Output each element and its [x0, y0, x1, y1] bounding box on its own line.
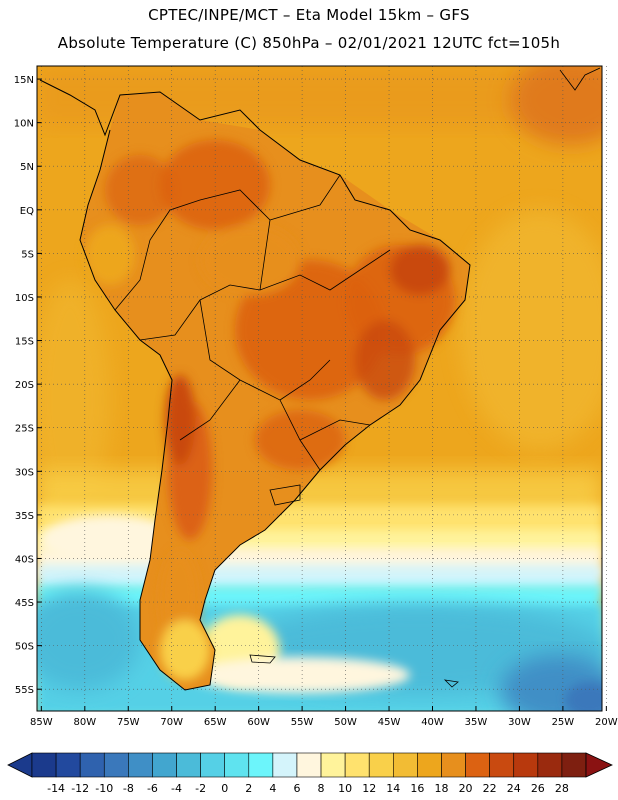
map-title-line1: CPTEC/INPE/MCT – Eta Model 15km – GFS — [148, 6, 470, 24]
lon-label: 20W — [595, 717, 618, 728]
lon-label: 65W — [204, 717, 227, 728]
lon-label: 85W — [30, 717, 53, 728]
legend-color-box — [465, 752, 490, 778]
lat-label: EQ — [20, 206, 34, 217]
legend-color-box — [296, 752, 322, 778]
legend-tick-label: 16 — [410, 782, 424, 795]
legend-tick-label: 24 — [507, 782, 521, 795]
legend-color-box — [537, 752, 563, 778]
lat-label: 30S — [15, 467, 34, 478]
legend-color-box — [417, 752, 442, 778]
lon-label: 80W — [73, 717, 96, 728]
map-title-line2: Absolute Temperature (C) 850hPa – 02/01/… — [57, 34, 561, 52]
lat-label: 55S — [15, 685, 34, 696]
legend-tick-label: 28 — [555, 782, 569, 795]
lat-label: 45S — [15, 598, 34, 609]
lon-label: 55W — [291, 717, 314, 728]
lon-label: 40W — [421, 717, 444, 728]
lat-label: 15S — [15, 337, 34, 348]
legend-tick-label: 26 — [531, 782, 545, 795]
lon-label: 30W — [508, 717, 531, 728]
lat-label: 10N — [14, 119, 34, 130]
lon-label: 50W — [334, 717, 357, 728]
legend-color-box — [31, 752, 57, 778]
lon-label: 45W — [378, 717, 401, 728]
lat-label: 35S — [15, 511, 34, 522]
legend-color-box — [176, 752, 201, 778]
legend-tick-label: 6 — [293, 782, 300, 795]
lat-label: 25S — [15, 424, 34, 435]
lat-label: 15N — [14, 75, 34, 86]
legend-color-box — [344, 752, 370, 778]
legend-color-box — [224, 752, 250, 778]
legend-color-box — [441, 752, 466, 778]
legend-tick-label: -2 — [195, 782, 206, 795]
legend-color-box — [152, 752, 177, 778]
longitude-labels: 85W 80W 75W 70W 65W 60W 55W 50W 45W 40W 35W 30W 25W 2… — [30, 717, 618, 728]
legend-tick-label: 20 — [459, 782, 473, 795]
lat-lon-grid — [37, 66, 607, 711]
legend-color-box — [200, 752, 225, 778]
legend-tick-label: 2 — [245, 782, 252, 795]
legend-tick-label: 22 — [483, 782, 497, 795]
legend-color-box — [393, 752, 418, 778]
lon-label: 70W — [160, 717, 183, 728]
legend-tick-label: 10 — [338, 782, 352, 795]
coastlines — [39, 67, 601, 691]
legend-tick-label: -6 — [147, 782, 158, 795]
legend-tick-label: 0 — [221, 782, 228, 795]
legend-tick-label: 8 — [318, 782, 325, 795]
temperature-map: 15N 10N 5N EQ 5S 10S 15S 20S 25S 30S 35S 40S 45S 50S 5… — [14, 65, 618, 728]
legend-color-box — [272, 752, 298, 778]
color-legend: -14 -12 -10 -8 -6 -4 -2 0 2 4 6 8 10 12 14 16 18 20 22 24 26… — [7, 752, 613, 795]
plot-frame — [36, 65, 603, 712]
temperature-field — [37, 66, 602, 711]
legend-color-box — [248, 752, 274, 778]
lat-label: 20S — [15, 380, 34, 391]
lat-label: 5S — [21, 249, 34, 260]
legend-color-box — [128, 752, 153, 778]
lon-label: 35W — [465, 717, 488, 728]
legend-color-box — [55, 752, 81, 778]
legend-color-box — [103, 752, 129, 778]
lon-label: 60W — [247, 717, 270, 728]
legend-tick-label: -14 — [47, 782, 65, 795]
legend-color-box — [368, 752, 394, 778]
lon-label: 25W — [552, 717, 575, 728]
legend-tick-label: -4 — [171, 782, 182, 795]
legend-tick-label: -8 — [123, 782, 134, 795]
lat-label: 10S — [15, 293, 34, 304]
legend-tick-label: 4 — [269, 782, 276, 795]
latitude-labels: 15N 10N 5N EQ 5S 10S 15S 20S 25S 30S 35S 40S 45S 50S 5… — [14, 75, 34, 696]
legend-tick-label: -10 — [95, 782, 113, 795]
legend-color-box — [320, 752, 346, 778]
legend-color-box — [79, 752, 105, 778]
legend-tick-label: 14 — [386, 782, 400, 795]
legend-color-box — [489, 752, 515, 778]
lon-label: 75W — [117, 717, 140, 728]
legend-tick-label: 12 — [362, 782, 376, 795]
legend-color-box — [513, 752, 539, 778]
lat-label: 50S — [15, 642, 34, 653]
lat-label: 5N — [20, 162, 34, 173]
lat-label: 40S — [15, 554, 34, 565]
legend-arrow-low — [7, 752, 33, 778]
legend-tick-label: 18 — [434, 782, 448, 795]
legend-color-box — [561, 752, 587, 778]
legend-tick-label: -12 — [71, 782, 89, 795]
legend-arrow-high — [585, 752, 613, 778]
